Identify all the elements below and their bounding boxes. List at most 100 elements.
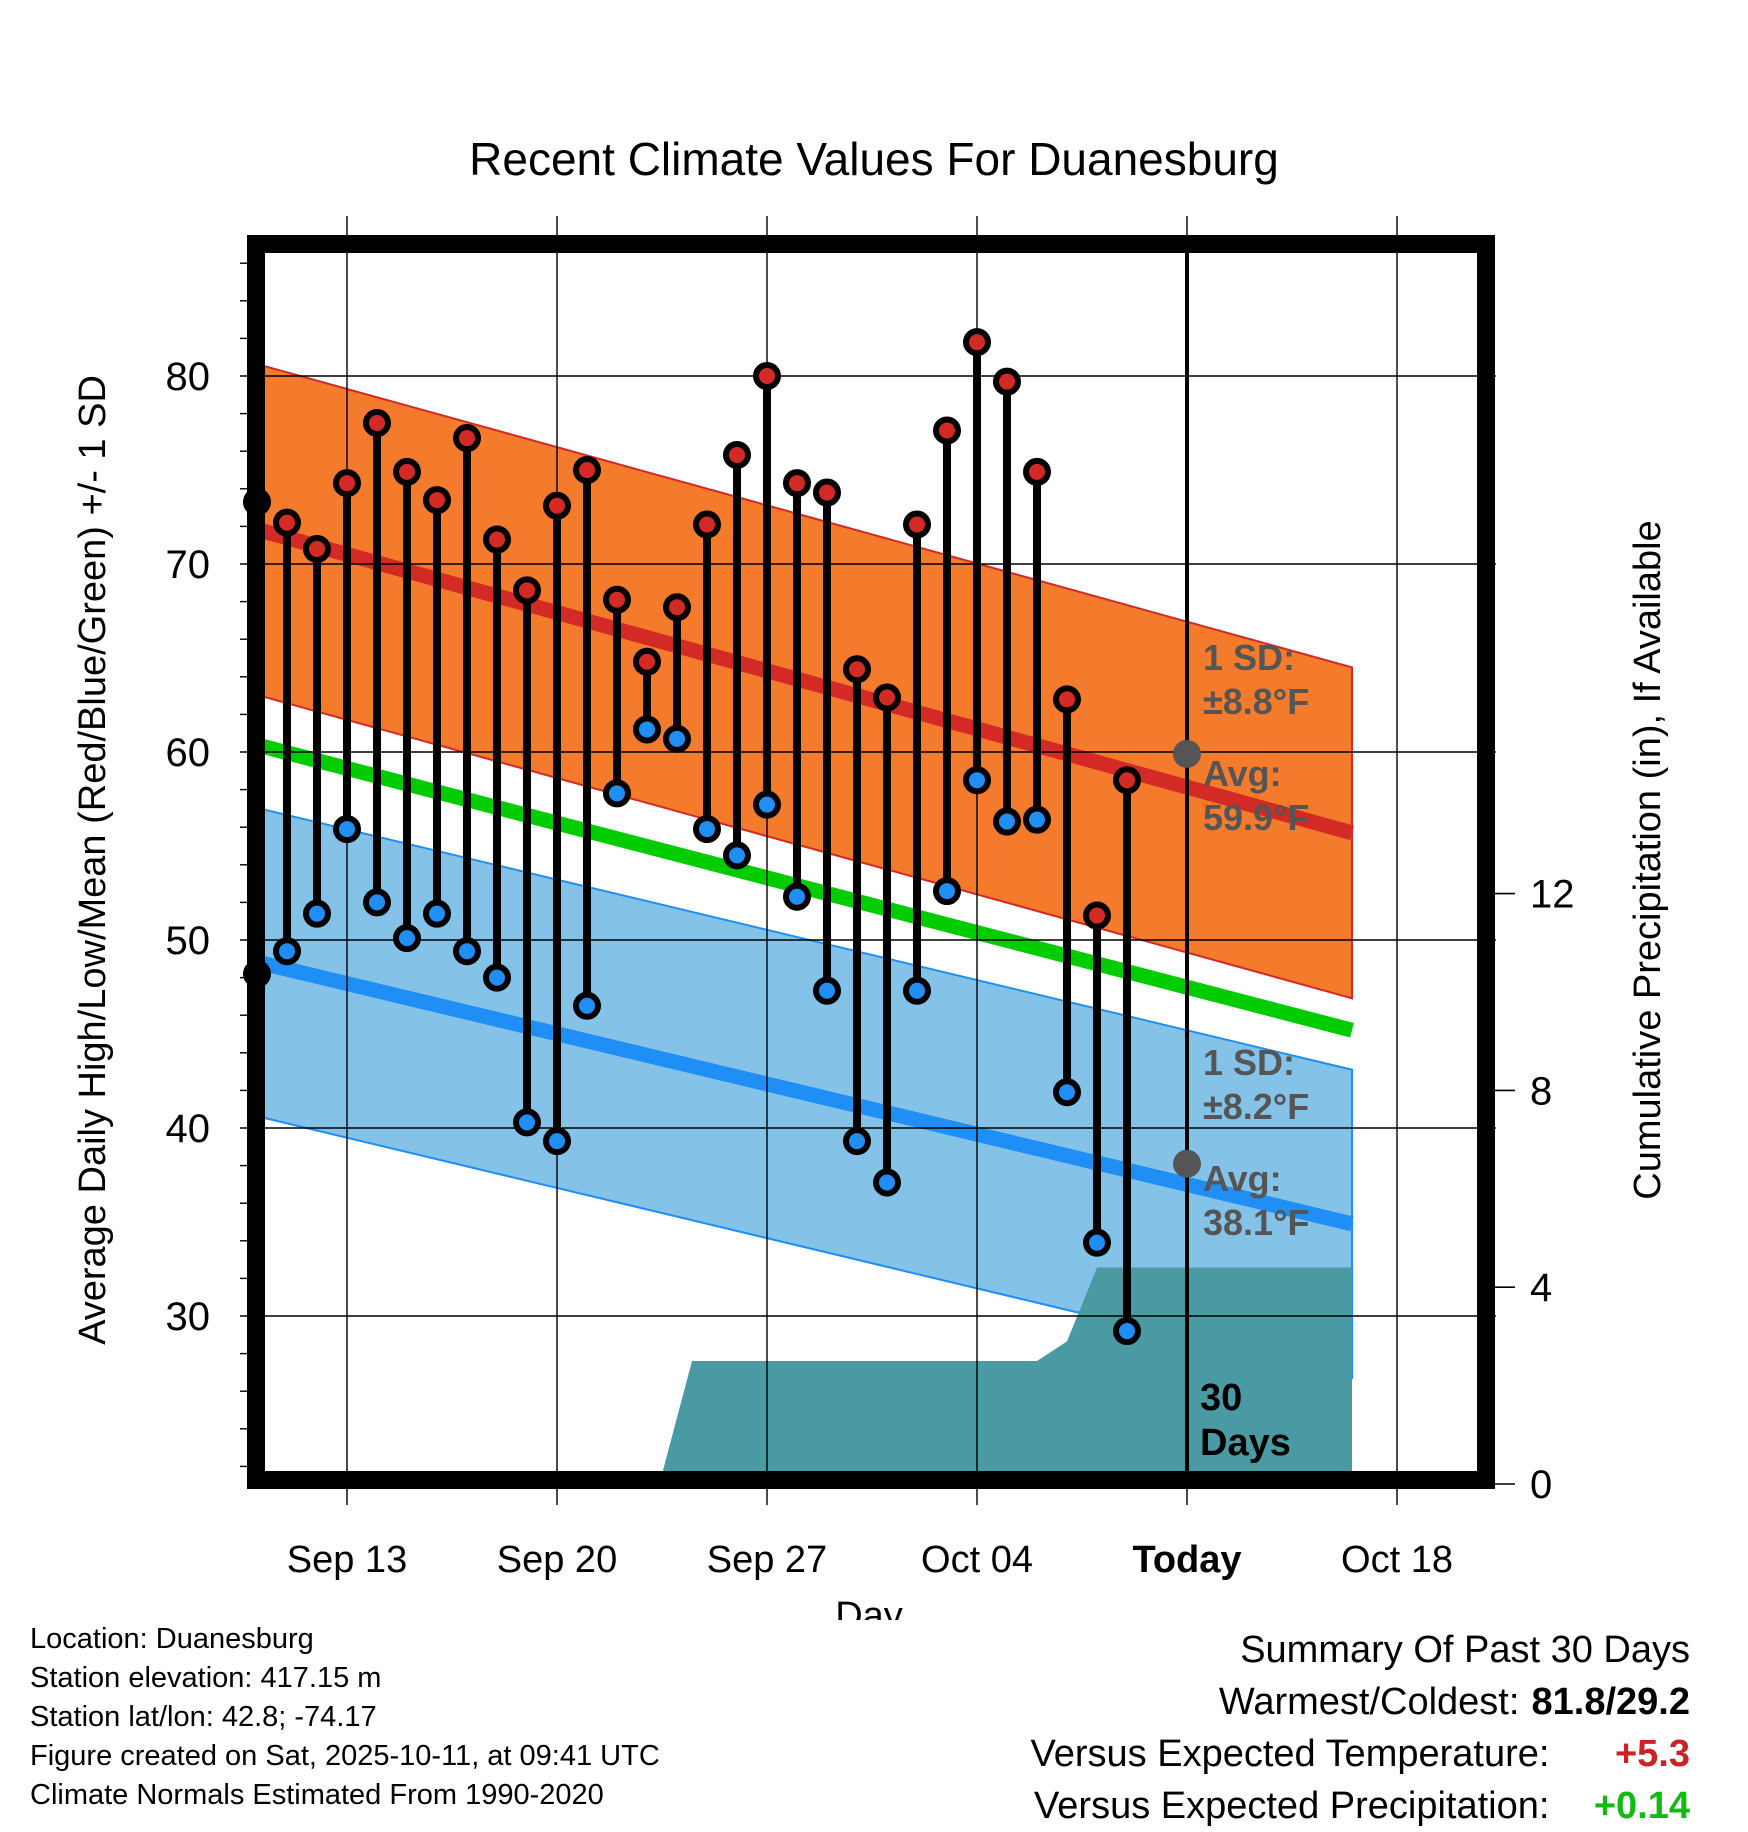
daily-high-point xyxy=(393,457,421,486)
daily-low-point xyxy=(483,963,511,992)
daily-low-point xyxy=(903,976,931,1005)
y-tick-label: 80 xyxy=(166,355,211,399)
normal-low-line xyxy=(256,954,1354,1232)
high-sd-value: ±8.8°F xyxy=(1203,681,1309,722)
daily-low-point xyxy=(693,815,721,844)
daily-high-point xyxy=(753,362,781,390)
y-tick-label: 60 xyxy=(166,731,211,775)
high-sd-label: 1 SD: xyxy=(1203,637,1295,678)
daily-low-point xyxy=(753,790,781,819)
chart-title: Recent Climate Values For Duanesburg xyxy=(469,133,1279,185)
high-avg-label: Avg: xyxy=(1203,753,1282,794)
daily-high-point xyxy=(513,576,541,605)
daily-high-point xyxy=(1113,766,1141,795)
daily-high-point xyxy=(1053,685,1081,714)
y-tick-label: 50 xyxy=(166,919,211,963)
normal-mean-line xyxy=(256,736,1354,1038)
daily-low-point xyxy=(993,807,1021,836)
x-tick-label: Oct 18 xyxy=(1341,1539,1453,1581)
x-axis-label: Day xyxy=(835,1595,903,1620)
daily-low-point xyxy=(1023,805,1051,834)
daily-high-point xyxy=(423,486,451,515)
daily-low-point xyxy=(723,841,751,870)
x-tick-label: Sep 20 xyxy=(497,1539,617,1581)
y2-axis-label: Cumulative Precipitation (in), If Availa… xyxy=(1627,520,1669,1199)
high-avg-value: 59.9°F xyxy=(1203,797,1309,838)
daily-low-point xyxy=(1083,1228,1111,1257)
y2-tick-label: 4 xyxy=(1530,1266,1552,1310)
window-label-line2: Days xyxy=(1200,1422,1291,1464)
summary-panel: Summary Of Past 30 Days Warmest/Coldest:… xyxy=(1031,1624,1690,1832)
x-tick-label: Today xyxy=(1132,1539,1241,1581)
latlon-text: Station lat/lon: 42.8; -74.17 xyxy=(30,1701,377,1733)
daily-low-point xyxy=(363,888,391,917)
daily-high-point xyxy=(933,416,961,445)
daily-low-point xyxy=(633,715,661,744)
daily-high-point xyxy=(993,367,1021,396)
daily-high-point xyxy=(873,683,901,712)
today-normal-high-marker xyxy=(1173,739,1201,768)
summary-warm-cold: Warmest/Coldest: 81.8/29.2 xyxy=(1031,1676,1690,1728)
warm-cold-value: 81.8/29.2 xyxy=(1531,1681,1690,1723)
daily-high-point xyxy=(903,510,931,539)
today-normal-low-marker xyxy=(1173,1149,1201,1178)
daily-high-point xyxy=(963,328,991,357)
x-tick-label: Oct 04 xyxy=(921,1539,1033,1581)
location-text: Location: Duanesburg xyxy=(30,1623,314,1655)
low-sd-label: 1 SD: xyxy=(1203,1042,1295,1083)
daily-high-point xyxy=(663,593,691,622)
daily-low-point xyxy=(273,937,301,966)
y-tick-label: 30 xyxy=(166,1295,211,1339)
daily-high-point xyxy=(483,525,511,554)
summary-title: Summary Of Past 30 Days xyxy=(1240,1629,1690,1671)
daily-low-point xyxy=(333,815,361,844)
y2-tick-label: 8 xyxy=(1530,1069,1552,1113)
daily-high-point xyxy=(1083,901,1111,930)
low-avg-label: Avg: xyxy=(1203,1158,1282,1199)
daily-high-point xyxy=(453,424,481,453)
daily-low-point xyxy=(573,991,601,1020)
temp-label: Versus Expected Temperature: xyxy=(1030,1733,1550,1775)
daily-low-point xyxy=(303,899,331,928)
window-label-line1: 30 xyxy=(1200,1377,1242,1419)
station-info: Location: Duanesburg Station elevation: … xyxy=(30,1620,660,1815)
warm-cold-label: Warmest/Coldest: xyxy=(1218,1681,1520,1723)
daily-high-point xyxy=(843,655,871,684)
temp-value: +5.3 xyxy=(1614,1733,1690,1775)
daily-low-point xyxy=(843,1127,871,1156)
daily-high-point xyxy=(363,409,391,437)
daily-high-point xyxy=(723,440,751,469)
daily-low-point xyxy=(963,766,991,795)
plot-content xyxy=(256,362,1355,1480)
daily-low-point xyxy=(423,899,451,928)
summary-temp: Versus Expected Temperature: +5.3 xyxy=(1031,1728,1690,1780)
daily-low-point xyxy=(393,924,421,953)
precip-area xyxy=(644,1267,1352,1480)
created-text: Figure created on Sat, 2025-10-11, at 09… xyxy=(30,1740,660,1772)
daily-low-point xyxy=(933,877,961,906)
daily-high-point xyxy=(273,508,301,537)
climate-chart: Recent Climate Values For Duanesburg 1 S… xyxy=(72,133,1669,1620)
daily-low-point xyxy=(783,882,811,911)
daily-low-point xyxy=(813,976,841,1005)
daily-low-point xyxy=(1053,1078,1081,1107)
daily-high-point xyxy=(333,469,361,498)
low-avg-value: 38.1°F xyxy=(1203,1202,1309,1243)
daily-high-point xyxy=(813,478,841,507)
precip-value: +0.14 xyxy=(1593,1785,1690,1827)
summary-precip: Versus Expected Precipitation: +0.14 xyxy=(1031,1780,1690,1832)
daily-low-point xyxy=(873,1168,901,1197)
normal-high-line xyxy=(256,521,1355,841)
daily-high-point xyxy=(543,491,571,520)
y-axis-label: Average Daily High/Low/Mean (Red/Blue/Gr… xyxy=(72,375,114,1345)
daily-high-point xyxy=(783,469,811,498)
y2-tick-label: 12 xyxy=(1530,873,1575,917)
precip-label: Versus Expected Precipitation: xyxy=(1034,1785,1550,1827)
x-tick-label: Sep 13 xyxy=(287,1539,407,1581)
daily-low-point xyxy=(543,1127,571,1156)
y-tick-label: 40 xyxy=(166,1107,211,1151)
daily-high-point xyxy=(303,534,331,563)
daily-low-point xyxy=(453,937,481,966)
daily-high-point xyxy=(633,647,661,676)
normals-text: Climate Normals Estimated From 1990-2020 xyxy=(30,1779,604,1811)
